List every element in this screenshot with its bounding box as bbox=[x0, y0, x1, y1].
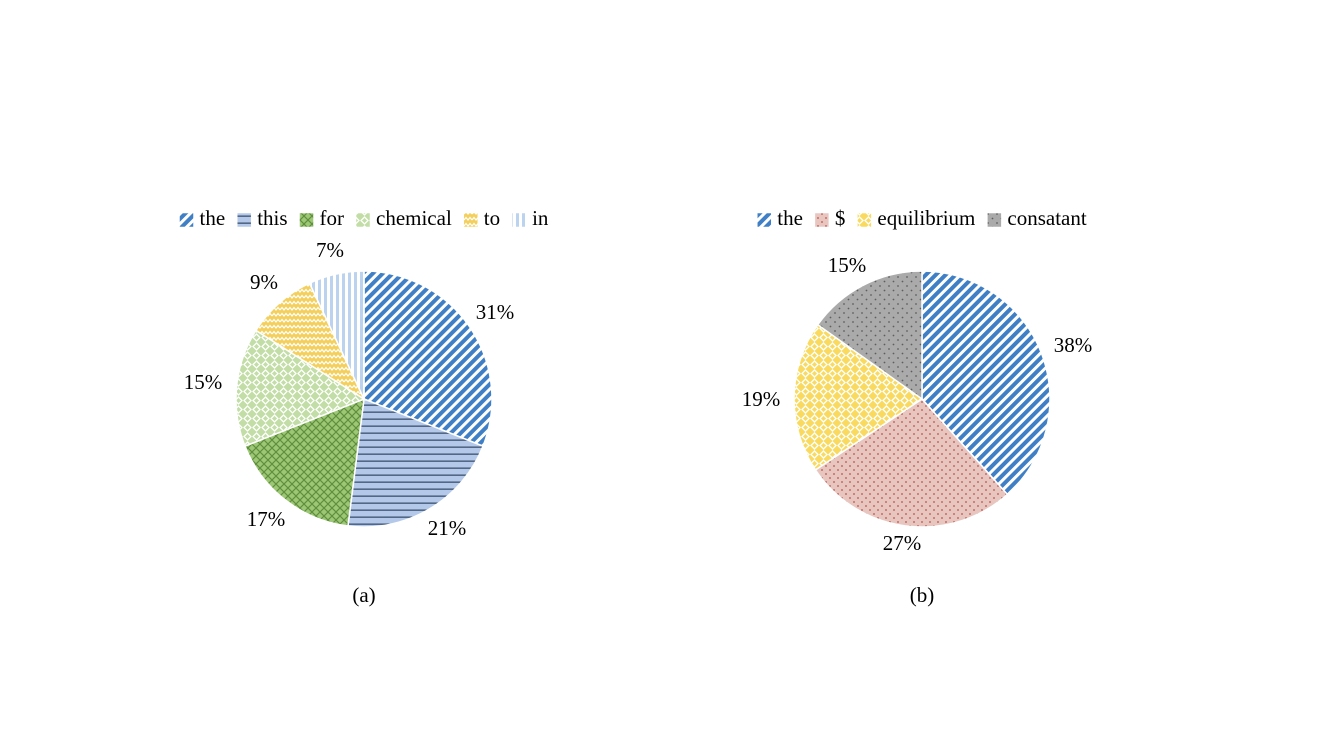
pie-slice-this bbox=[347, 397, 484, 528]
pie-slice-the bbox=[363, 270, 493, 448]
legend-swatch bbox=[757, 212, 772, 228]
legend-label: equilibrium bbox=[877, 206, 975, 230]
legend-label: $ bbox=[835, 206, 846, 230]
legend-swatch bbox=[814, 212, 830, 228]
data-label: 27% bbox=[883, 531, 922, 555]
pie-slice- bbox=[814, 398, 1009, 528]
legend: the $ equilibrium consatant bbox=[757, 206, 1087, 230]
data-label: 31% bbox=[476, 300, 515, 324]
chart-caption: (a) bbox=[352, 583, 375, 607]
data-label: 19% bbox=[742, 387, 781, 411]
pie-chart-a: 31% 21% 17% 15% 9% 7% the this for chemical to in (a… bbox=[179, 206, 549, 607]
pie-slice-the bbox=[921, 270, 1051, 496]
pie-slice-chemical bbox=[235, 329, 366, 448]
legend-label: the bbox=[200, 206, 226, 230]
legend-swatch bbox=[355, 212, 371, 228]
legend-label: the bbox=[777, 206, 803, 230]
legend-label: this bbox=[257, 206, 287, 230]
pie-slice-equilibrium bbox=[793, 323, 924, 471]
legend-label: chemical bbox=[376, 206, 452, 230]
data-label: 21% bbox=[428, 516, 467, 540]
data-label: 17% bbox=[247, 507, 286, 531]
data-label: 15% bbox=[184, 370, 223, 394]
chart-caption: (b) bbox=[910, 583, 935, 607]
pie-slice-for bbox=[244, 397, 365, 527]
data-label: 15% bbox=[828, 253, 867, 277]
legend: the this for chemical to in bbox=[179, 206, 549, 230]
pie-slice-consatant bbox=[816, 270, 923, 401]
legend-swatch bbox=[179, 212, 194, 228]
legend-swatch bbox=[987, 212, 1002, 228]
pie-slice-in bbox=[308, 270, 365, 400]
legend-swatch bbox=[511, 212, 527, 228]
legend-swatch bbox=[236, 212, 252, 228]
legend-label: consatant bbox=[1007, 206, 1086, 230]
pie-chart-b: 38% 27% 19% 15% the $ equilibrium consatant (b) bbox=[742, 206, 1093, 607]
legend-label: in bbox=[532, 206, 549, 230]
legend-swatch bbox=[299, 212, 314, 228]
data-label: 7% bbox=[316, 238, 344, 262]
legend-swatch bbox=[463, 212, 479, 228]
legend-label: for bbox=[320, 206, 345, 230]
data-label: 9% bbox=[250, 270, 278, 294]
legend-label: to bbox=[484, 206, 500, 230]
legend-swatch bbox=[857, 212, 872, 228]
data-label: 38% bbox=[1054, 333, 1093, 357]
